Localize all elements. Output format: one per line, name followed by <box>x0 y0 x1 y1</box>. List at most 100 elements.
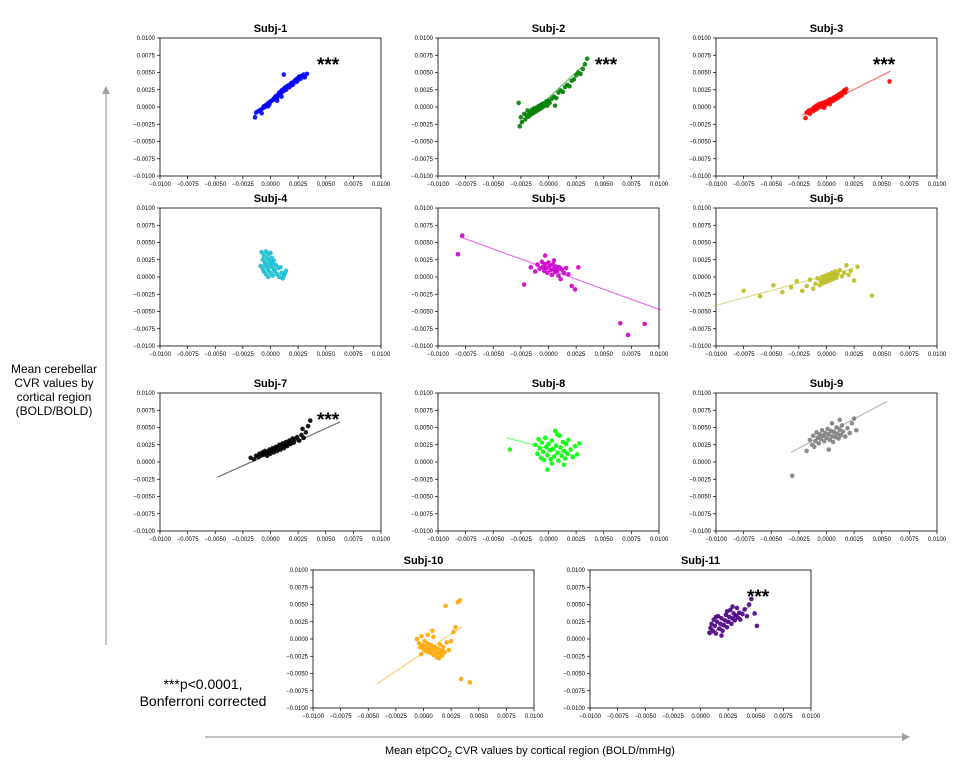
x-tick-label: −0.0025 <box>788 352 811 358</box>
y-tick-label: 0.0000 <box>137 105 156 111</box>
data-point <box>855 264 860 269</box>
y-tick-label: 0.0050 <box>137 241 156 247</box>
data-point <box>428 642 434 648</box>
x-tick-label: −0.0075 <box>733 182 756 188</box>
subplot-title: Subj-5 <box>532 193 566 205</box>
data-point <box>752 611 757 616</box>
data-point <box>535 262 540 267</box>
y-tick-label: −0.0075 <box>133 157 156 163</box>
x-tick-label: 0.0000 <box>539 352 558 358</box>
y-tick-label: 0.0050 <box>693 426 712 432</box>
data-point <box>265 274 271 280</box>
x-tick-label: 0.0000 <box>261 182 280 188</box>
x-tick-label: 0.0050 <box>747 714 766 720</box>
y-tick-label: 0.0075 <box>693 53 712 59</box>
x-tick-label: 0.0050 <box>873 352 892 358</box>
data-point <box>720 628 725 634</box>
data-point <box>564 451 570 457</box>
x-tick-label: 0.0075 <box>622 537 641 543</box>
x-tick-label: −0.0100 <box>705 537 728 543</box>
y-tick-label: 0.0000 <box>137 275 156 281</box>
x-tick-label: −0.0025 <box>662 714 685 720</box>
data-point <box>839 92 845 98</box>
x-tick-label: −0.0050 <box>482 537 505 543</box>
data-point <box>418 633 424 639</box>
significance-note: ***p<0.0001, Bonferroni corrected <box>108 676 298 710</box>
data-point <box>516 100 521 106</box>
y-tick-label: 0.0025 <box>693 258 712 264</box>
x-tick-label: 0.0100 <box>372 537 391 543</box>
x-tick-label: 0.0050 <box>317 352 336 358</box>
data-point <box>845 425 850 431</box>
x-tick-label: 0.0025 <box>845 182 864 188</box>
data-point <box>840 429 846 434</box>
y-tick-label: −0.0050 <box>563 672 586 678</box>
data-point <box>842 90 848 95</box>
y-tick-label: 0.0050 <box>137 426 156 432</box>
y-label-line: Mean cerebellar <box>10 362 98 376</box>
x-tick-label: 0.0100 <box>372 182 391 188</box>
plot-frame <box>437 392 660 532</box>
x-tick-label: 0.0075 <box>622 352 641 358</box>
subplot-title: Subj-1 <box>254 23 288 35</box>
data-point <box>301 435 306 441</box>
x-tick-label: 0.0100 <box>802 714 821 720</box>
data-point <box>467 680 473 685</box>
data-point <box>553 95 559 101</box>
y-tick-label: 0.0025 <box>137 88 156 94</box>
y-tick-label: −0.0100 <box>411 174 434 180</box>
data-point <box>528 265 534 270</box>
x-tick-label: −0.0075 <box>455 537 478 543</box>
y-tick-label: −0.0025 <box>689 292 712 298</box>
x-tick-label: −0.0100 <box>705 182 728 188</box>
data-point <box>540 449 546 454</box>
data-point <box>425 632 431 638</box>
data-point <box>584 56 590 61</box>
y-tick-label: −0.0100 <box>689 529 712 535</box>
data-point <box>734 605 740 611</box>
data-point <box>561 448 567 454</box>
y-tick-label: 0.0100 <box>415 206 434 212</box>
data-point <box>576 265 581 270</box>
data-point <box>294 79 300 84</box>
x-tick-label: 0.0025 <box>845 537 864 543</box>
data-point <box>821 105 827 110</box>
data-point <box>826 447 832 452</box>
data-point <box>549 438 555 443</box>
x-tick-label: −0.0100 <box>427 537 450 543</box>
data-point <box>713 631 719 636</box>
data-point <box>542 435 548 441</box>
data-point <box>642 321 647 327</box>
data-point <box>559 453 565 459</box>
y-tick-label: −0.0050 <box>286 672 309 678</box>
x-tick-label: 0.0000 <box>539 537 558 543</box>
y-tick-label: −0.0025 <box>133 477 156 483</box>
y-tick-label: −0.0050 <box>411 495 434 501</box>
data-point <box>264 453 270 459</box>
data-point <box>532 442 538 448</box>
x-tick-label: −0.0050 <box>634 714 657 720</box>
y-tick-label: 0.0050 <box>290 603 309 609</box>
y-tick-label: 0.0100 <box>693 36 712 42</box>
x-tick-label: −0.0025 <box>510 352 533 358</box>
data-point <box>556 273 561 278</box>
x-tick-label: 0.0100 <box>650 537 669 543</box>
data-point <box>418 651 424 657</box>
data-point <box>842 434 848 439</box>
x-tick-label: −0.0025 <box>788 182 811 188</box>
data-point <box>714 619 720 625</box>
data-point <box>837 427 843 432</box>
data-point <box>274 98 280 104</box>
y-tick-label: 0.0075 <box>137 223 156 229</box>
x-label-text: Mean etpCO <box>385 745 448 757</box>
y-tick-label: −0.0025 <box>411 122 434 128</box>
data-point <box>814 430 819 435</box>
y-tick-label: 0.0100 <box>415 391 434 397</box>
data-point <box>824 435 829 441</box>
data-point <box>709 621 714 627</box>
data-point <box>442 649 447 655</box>
significance-marker: *** <box>317 410 340 431</box>
data-point <box>713 614 719 620</box>
data-point <box>548 456 554 462</box>
y-tick-label: 0.0000 <box>567 637 586 643</box>
